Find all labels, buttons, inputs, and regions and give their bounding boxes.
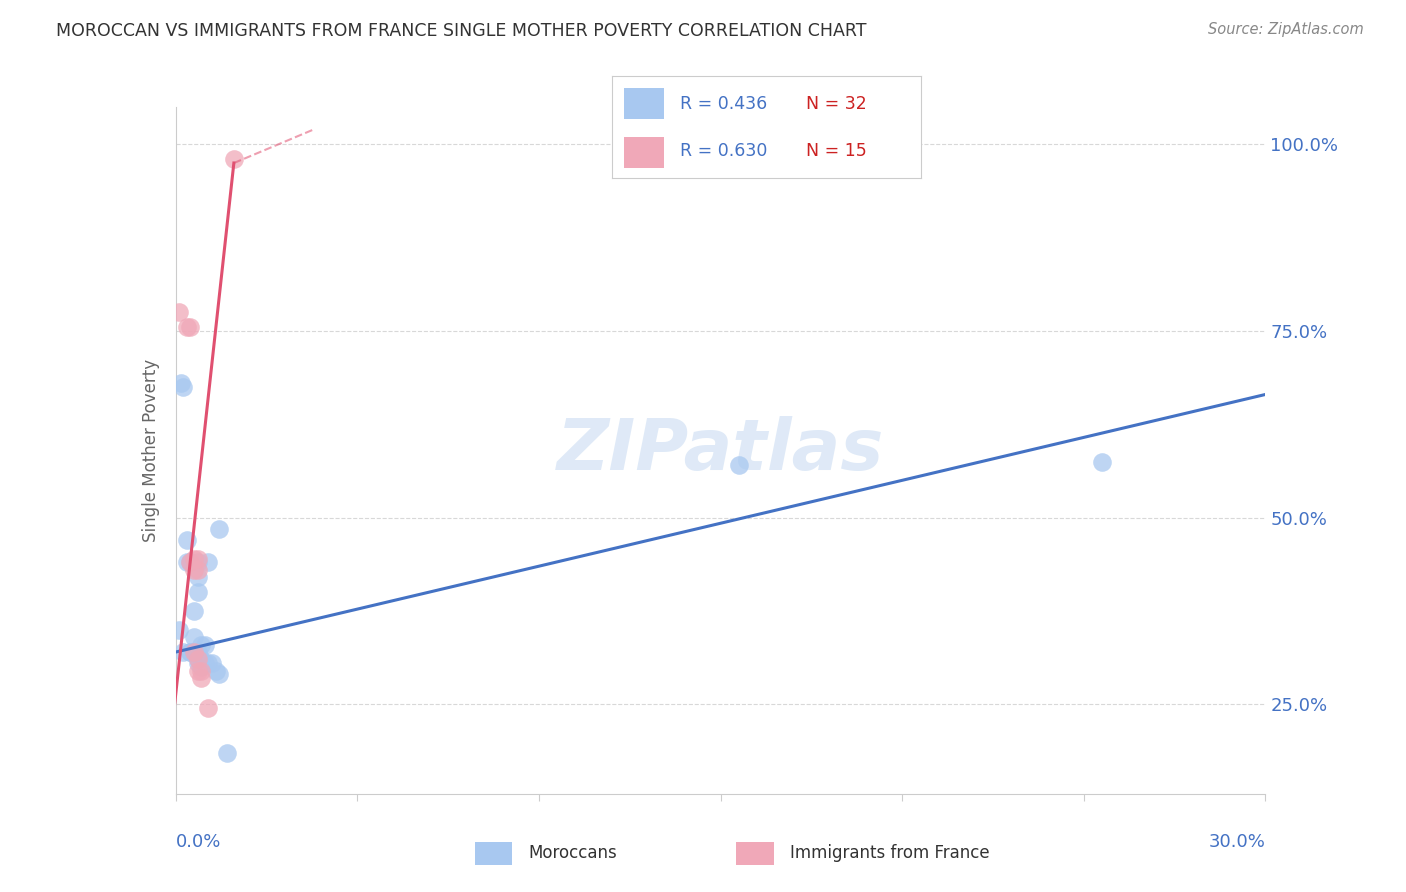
Point bbox=[197, 701, 219, 715]
Point bbox=[186, 585, 209, 599]
Point bbox=[179, 556, 201, 570]
Point bbox=[190, 638, 212, 652]
Point bbox=[186, 657, 209, 671]
Text: ZIPatlas: ZIPatlas bbox=[557, 416, 884, 485]
Point bbox=[208, 522, 231, 536]
Point bbox=[179, 320, 201, 334]
Bar bbox=[624, 137, 664, 168]
Point bbox=[179, 556, 201, 570]
Point bbox=[194, 638, 217, 652]
Point bbox=[183, 645, 205, 659]
Point bbox=[183, 551, 205, 566]
Point bbox=[186, 570, 209, 584]
Point bbox=[190, 660, 212, 674]
Point bbox=[186, 652, 209, 666]
Text: N = 15: N = 15 bbox=[807, 142, 868, 160]
Point bbox=[183, 645, 205, 659]
Text: Source: ZipAtlas.com: Source: ZipAtlas.com bbox=[1208, 22, 1364, 37]
Point bbox=[176, 556, 198, 570]
Text: Immigrants from France: Immigrants from France bbox=[790, 844, 990, 862]
Text: N = 32: N = 32 bbox=[807, 95, 868, 112]
Point bbox=[215, 746, 238, 760]
Point bbox=[727, 458, 749, 473]
Point bbox=[176, 320, 198, 334]
Point bbox=[190, 652, 212, 666]
Point bbox=[172, 645, 194, 659]
Point bbox=[190, 664, 212, 678]
Point bbox=[208, 667, 231, 681]
Text: 0.0%: 0.0% bbox=[176, 833, 221, 851]
Point bbox=[170, 376, 193, 391]
Point bbox=[186, 664, 209, 678]
Y-axis label: Single Mother Poverty: Single Mother Poverty bbox=[142, 359, 160, 542]
Point bbox=[183, 604, 205, 618]
Bar bbox=[624, 88, 664, 119]
Point bbox=[167, 623, 190, 637]
Text: 30.0%: 30.0% bbox=[1209, 833, 1265, 851]
Point bbox=[201, 657, 224, 671]
Bar bbox=[737, 841, 773, 864]
Point bbox=[186, 563, 209, 577]
Point bbox=[179, 645, 201, 659]
Point bbox=[194, 657, 217, 671]
Point bbox=[183, 563, 205, 577]
Text: R = 0.630: R = 0.630 bbox=[679, 142, 768, 160]
Point bbox=[176, 533, 198, 547]
Text: R = 0.436: R = 0.436 bbox=[679, 95, 766, 112]
Bar bbox=[475, 841, 512, 864]
Point bbox=[190, 671, 212, 685]
Point bbox=[1091, 455, 1114, 469]
Point bbox=[186, 551, 209, 566]
Point bbox=[186, 556, 209, 570]
Text: Moroccans: Moroccans bbox=[529, 844, 617, 862]
Point bbox=[167, 305, 190, 319]
Point bbox=[222, 153, 245, 167]
Point bbox=[186, 652, 209, 666]
Point bbox=[183, 630, 205, 644]
Point bbox=[179, 645, 201, 659]
Point bbox=[172, 380, 194, 394]
Point bbox=[197, 657, 219, 671]
Point bbox=[186, 645, 209, 659]
Point bbox=[204, 664, 226, 678]
Point bbox=[197, 556, 219, 570]
Text: MOROCCAN VS IMMIGRANTS FROM FRANCE SINGLE MOTHER POVERTY CORRELATION CHART: MOROCCAN VS IMMIGRANTS FROM FRANCE SINGL… bbox=[56, 22, 866, 40]
